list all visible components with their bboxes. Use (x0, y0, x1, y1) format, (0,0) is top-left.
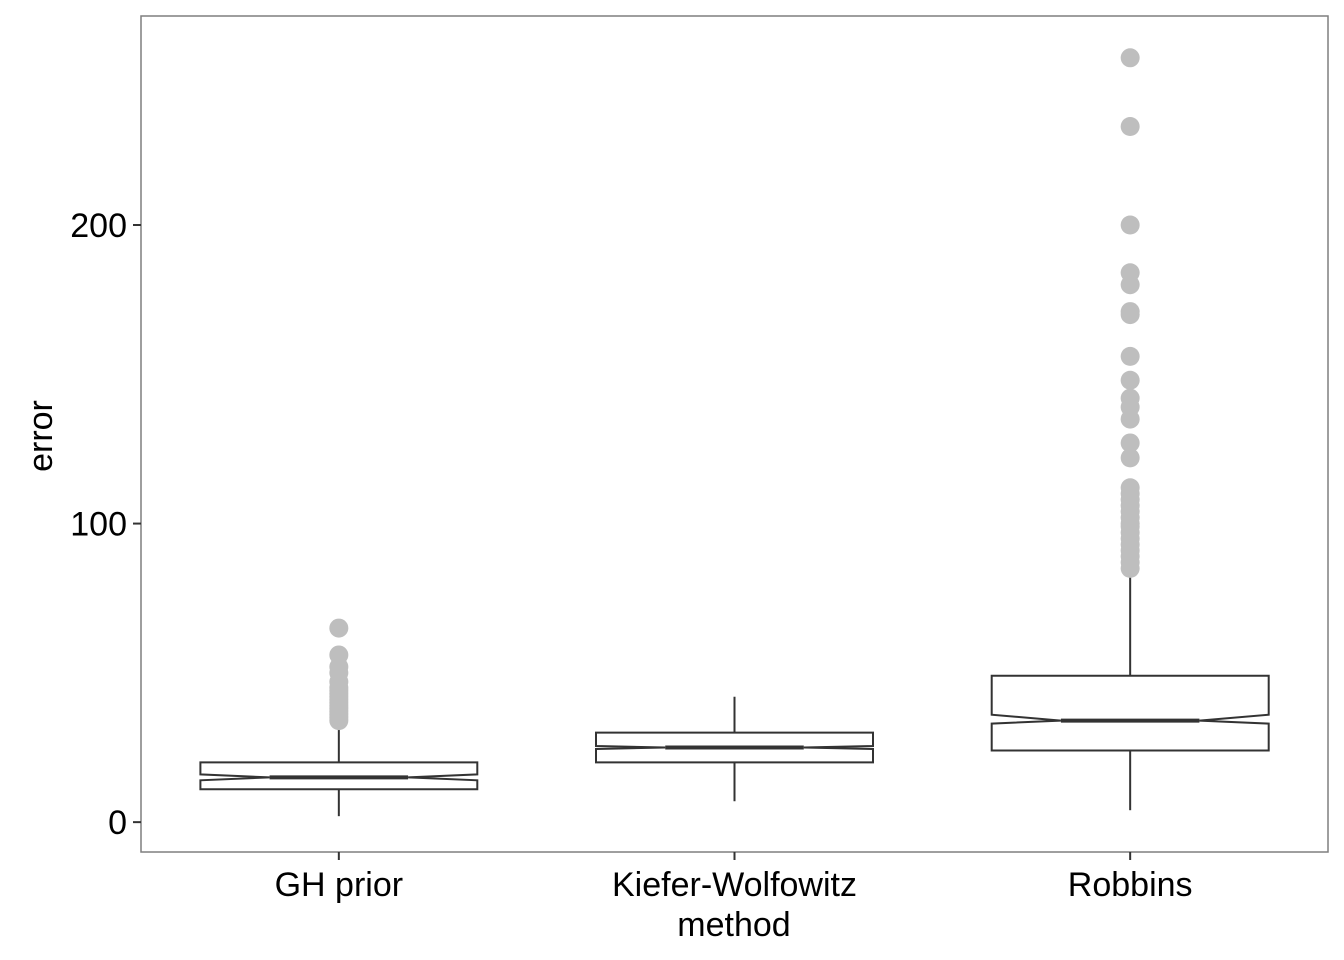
y-tick-label: 0 (108, 804, 127, 842)
outlier-point (1120, 370, 1140, 390)
x-tick-label: Robbins (1068, 866, 1193, 904)
outlier-point (1120, 263, 1140, 283)
boxes-layer (199, 574, 1270, 817)
y-axis: 0 100 200 (70, 207, 141, 842)
y-tick-label: 100 (70, 506, 127, 544)
outlier-point (1120, 433, 1140, 453)
outliers-layer (329, 48, 1140, 731)
x-tick-label: GH prior (275, 866, 403, 904)
outlier-point (1120, 215, 1140, 235)
outlier-point (1120, 302, 1140, 322)
outlier-point (1120, 48, 1140, 68)
outlier-point (1120, 448, 1140, 468)
x-axis: GH prior Kiefer-Wolfowitz Robbins (275, 852, 1193, 904)
y-axis-title: error (22, 400, 60, 472)
x-tick-label: Kiefer-Wolfowitz (612, 866, 857, 904)
box-group-robbins (990, 574, 1270, 811)
x-axis-title: method (677, 906, 790, 944)
box-group-gh-prior (199, 723, 479, 817)
outlier-point (329, 645, 349, 665)
y-tick-label: 200 (70, 207, 127, 245)
outlier-point (1120, 116, 1140, 136)
box-group-kiefer-wolfowitz (595, 696, 874, 802)
outlier-point (1120, 388, 1140, 408)
box-body (990, 674, 1270, 752)
outlier-point (1120, 346, 1140, 366)
outlier-point (1120, 478, 1140, 498)
outlier-point (329, 618, 349, 638)
